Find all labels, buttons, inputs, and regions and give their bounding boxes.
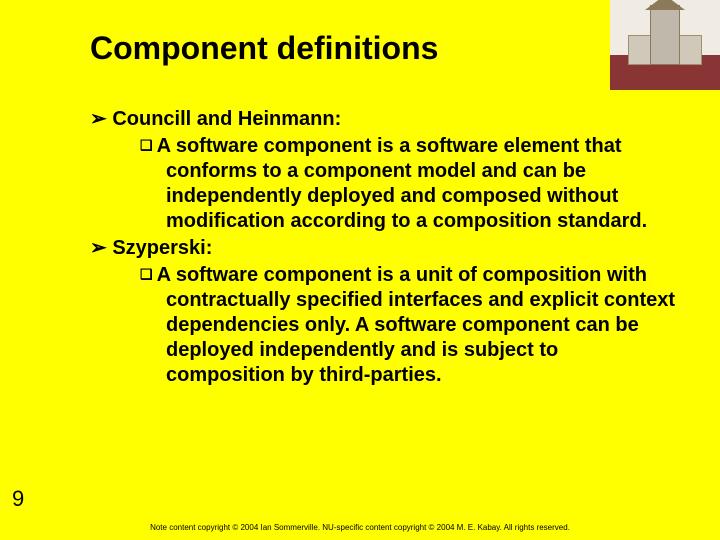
copyright-footer: Note content copyright © 2004 Ian Sommer… xyxy=(0,523,720,532)
slide-number: 9 xyxy=(12,486,24,512)
bullet-definition: A software component is a software eleme… xyxy=(90,134,680,234)
logo-building-wing xyxy=(677,35,702,65)
slide-title: Component definitions xyxy=(90,30,680,67)
logo-roof xyxy=(645,0,685,10)
university-logo xyxy=(610,0,720,90)
bullet-definition: A software component is a unit of compos… xyxy=(90,263,680,388)
bullet-author: Councill and Heinmann: xyxy=(90,107,680,132)
slide-content: Councill and Heinmann: A software compon… xyxy=(90,107,680,388)
slide: Component definitions Councill and Heinm… xyxy=(0,0,720,540)
logo-tower xyxy=(650,5,680,65)
bullet-author: Szyperski: xyxy=(90,236,680,261)
